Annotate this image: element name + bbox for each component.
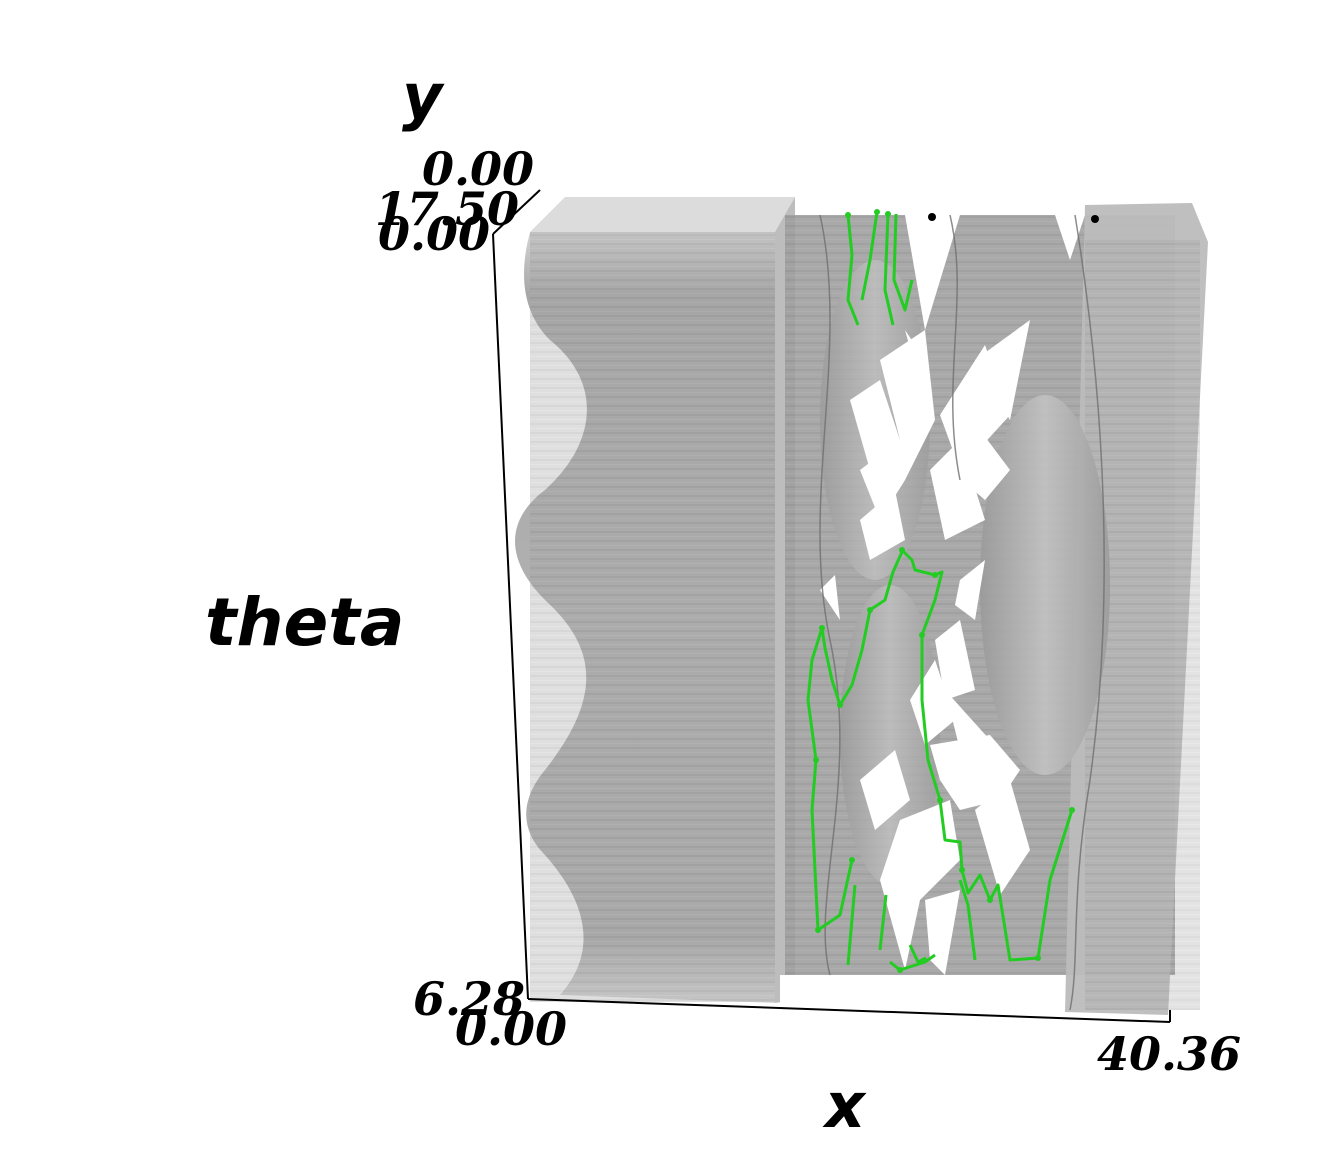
trajectory-top-1 bbox=[846, 214, 860, 326]
trajectory-top-2 bbox=[860, 211, 879, 301]
y-axis-line bbox=[492, 189, 541, 235]
trajectory-lines bbox=[806, 211, 1074, 972]
trajectory-bottom-4 bbox=[958, 879, 977, 961]
x-axis-line bbox=[527, 998, 1171, 1023]
y-axis-min-label: 0.00 bbox=[422, 142, 534, 196]
trajectory-bottom-5 bbox=[908, 944, 927, 964]
trajectory-bottom-2 bbox=[878, 894, 888, 951]
surface-left-slab bbox=[515, 197, 795, 1003]
trajectory-markers bbox=[813, 209, 1075, 973]
theta-axis-title: theta bbox=[205, 584, 404, 661]
x-axis-max-label: 40.36 bbox=[1097, 1027, 1241, 1081]
trajectory-bottom-3 bbox=[889, 953, 936, 972]
trajectory-bottom-1 bbox=[846, 884, 857, 966]
surface-middle-region bbox=[780, 203, 1208, 1015]
y-axis-title: y bbox=[402, 60, 445, 133]
theta-axis-line bbox=[492, 233, 529, 1000]
theta-axis-min-label: 0.00 bbox=[378, 207, 490, 261]
x-axis-min-label: 0.00 bbox=[455, 1002, 567, 1056]
trajectory-top-3 bbox=[883, 213, 895, 326]
trajectory-top-4 bbox=[892, 213, 914, 312]
axes-box bbox=[492, 189, 1171, 1023]
x-axis-title: x bbox=[822, 1069, 867, 1142]
y-axis-max-label: 17.50 bbox=[375, 182, 519, 236]
fixed-points bbox=[928, 213, 1099, 223]
trajectory-left bbox=[806, 551, 904, 932]
theta-axis-max-label: 6.28 bbox=[413, 972, 525, 1026]
